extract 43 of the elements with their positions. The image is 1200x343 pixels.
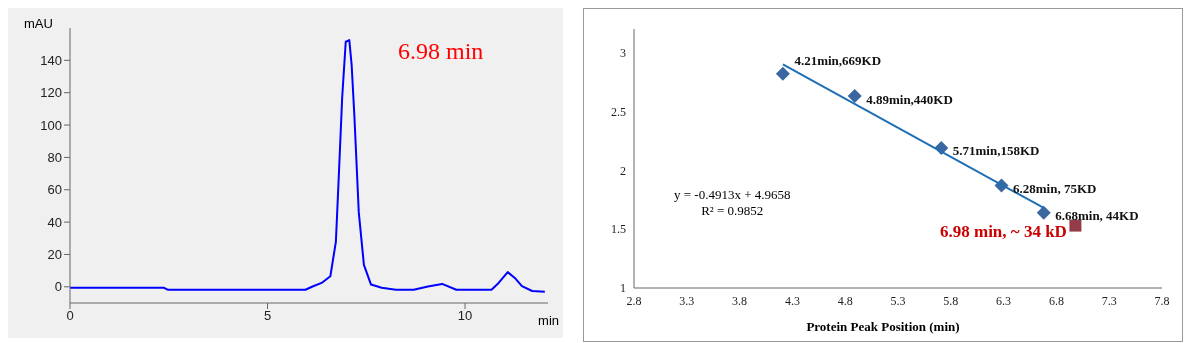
y-tick-label: 20	[47, 247, 62, 263]
x-tick-label: 5	[263, 308, 272, 324]
annotation: R² = 0.9852	[700, 203, 765, 219]
y-tick-label: 3	[620, 45, 626, 60]
data-label: 6.98 min, ~ 34 kD	[939, 222, 1067, 242]
x-tick-label: 3.3	[679, 293, 695, 308]
y-tick-label: 120	[40, 85, 62, 101]
x-tick-label: 4.3	[784, 293, 800, 308]
line-series	[70, 39, 546, 293]
y-tick-label: 2	[620, 163, 626, 178]
data-label: 4.89min,440KD	[866, 91, 953, 107]
y-tick-label: 0	[54, 279, 62, 295]
y-tick-label: 140	[40, 52, 62, 68]
data-label: 6.28min, 75KD	[1012, 181, 1097, 197]
annotation: y = -0.4913x + 4.9658	[674, 187, 791, 203]
x-tick-label: 4.8	[837, 293, 853, 308]
y-tick-label: 100	[40, 117, 62, 133]
annotation: 6.98 min	[398, 38, 484, 65]
x-axis-title: Protein Peak Position (min)	[805, 319, 961, 335]
x-axis-title: min	[538, 313, 559, 328]
x-tick-label: 2.8	[626, 293, 642, 308]
y-tick-label: 80	[47, 150, 62, 166]
point	[775, 66, 790, 81]
point	[847, 89, 862, 104]
data-label: 4.21min,669KD	[794, 53, 882, 69]
x-tick-label: 10	[457, 308, 473, 324]
data-label: 6.68min, 44KD	[1055, 208, 1139, 224]
data-label: 5.71min,158KD	[952, 143, 1040, 159]
point	[1036, 205, 1051, 220]
x-tick-label: 3.8	[732, 293, 748, 308]
x-tick-label: 6.8	[1048, 293, 1064, 308]
y-tick-label: 2.5	[611, 104, 626, 119]
x-tick-label: 0	[66, 308, 74, 324]
y-tick-label: 1	[620, 281, 626, 296]
x-tick-label: 5.3	[890, 293, 906, 308]
x-tick-label: 7.8	[1154, 293, 1170, 308]
x-tick-label: 7.3	[1101, 293, 1117, 308]
x-tick-label: 5.8	[943, 293, 959, 308]
y-tick-label: 40	[47, 214, 62, 230]
y-axis-title: mAU	[24, 16, 53, 31]
y-tick-label: 1.5	[611, 222, 626, 237]
x-tick-label: 6.3	[996, 293, 1012, 308]
y-tick-label: 60	[47, 182, 62, 198]
